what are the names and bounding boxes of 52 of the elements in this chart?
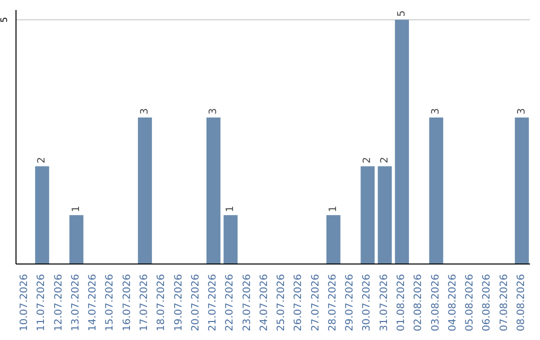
x-tick-label: 14.07.2026 bbox=[88, 274, 99, 332]
x-tick-label: 02.08.2026 bbox=[413, 274, 424, 332]
x-tick-label: 03.08.2026 bbox=[430, 274, 442, 332]
data-label: 2 bbox=[362, 156, 374, 164]
x-tick-label: 23.07.2026 bbox=[242, 274, 253, 332]
x-tick-label: 25.07.2026 bbox=[276, 274, 288, 332]
x-tick-label: 30.07.2026 bbox=[362, 274, 373, 332]
data-label: 2 bbox=[36, 156, 48, 164]
bar bbox=[138, 117, 152, 264]
x-tick-label: 17.07.2026 bbox=[139, 274, 150, 332]
x-tick-label: 07.08.2026 bbox=[498, 274, 510, 332]
data-label: 1 bbox=[70, 206, 82, 212]
x-tick-label: 04.08.2026 bbox=[447, 274, 458, 332]
bar bbox=[378, 166, 392, 264]
bar bbox=[326, 215, 340, 264]
x-tick-label: 05.08.2026 bbox=[464, 274, 476, 332]
bar bbox=[206, 117, 220, 264]
bar bbox=[394, 20, 409, 264]
x-tick-label: 06.08.2026 bbox=[482, 274, 493, 332]
x-tick-label: 18.07.2026 bbox=[156, 274, 168, 332]
x-tick-label: 29.07.2026 bbox=[344, 274, 356, 332]
bar bbox=[514, 117, 529, 264]
bar bbox=[429, 117, 444, 264]
bar bbox=[35, 166, 50, 264]
x-tick-label: 10.07.2026 bbox=[19, 274, 30, 332]
data-label: 5 bbox=[396, 10, 408, 17]
data-label: 1 bbox=[225, 206, 236, 212]
bar bbox=[69, 215, 84, 264]
x-tick-label: 24.07.2026 bbox=[258, 274, 270, 332]
x-tick-label: 15.07.2026 bbox=[104, 274, 116, 332]
bar bbox=[224, 215, 238, 264]
x-tick-label: 01.08.2026 bbox=[396, 274, 407, 332]
x-tick-label: 26.07.2026 bbox=[293, 274, 304, 332]
x-tick-label: 08.08.2026 bbox=[516, 274, 527, 332]
x-tick-label: 12.07.2026 bbox=[53, 274, 64, 332]
x-tick-label: 21.07.2026 bbox=[208, 274, 219, 332]
x-tick-label: 28.07.2026 bbox=[327, 274, 338, 332]
data-label: 3 bbox=[208, 108, 219, 114]
data-label: 1 bbox=[328, 206, 339, 212]
x-tick-label: 20.07.2026 bbox=[190, 274, 202, 332]
data-label: 3 bbox=[430, 108, 442, 114]
x-tick-label: 19.07.2026 bbox=[173, 274, 184, 332]
data-label: 3 bbox=[516, 108, 528, 114]
x-tick-label: 27.07.2026 bbox=[310, 274, 322, 332]
bar bbox=[360, 166, 375, 264]
x-tick-label: 16.07.2026 bbox=[122, 274, 133, 332]
x-tick-label: 11.07.2026 bbox=[36, 274, 48, 332]
data-label: 3 bbox=[139, 108, 150, 114]
x-tick-label: 13.07.2026 bbox=[70, 274, 82, 332]
x-tick-label: 31.07.2026 bbox=[378, 274, 390, 332]
x-tick-label: 22.07.2026 bbox=[224, 274, 236, 332]
data-label: 2 bbox=[379, 156, 390, 164]
